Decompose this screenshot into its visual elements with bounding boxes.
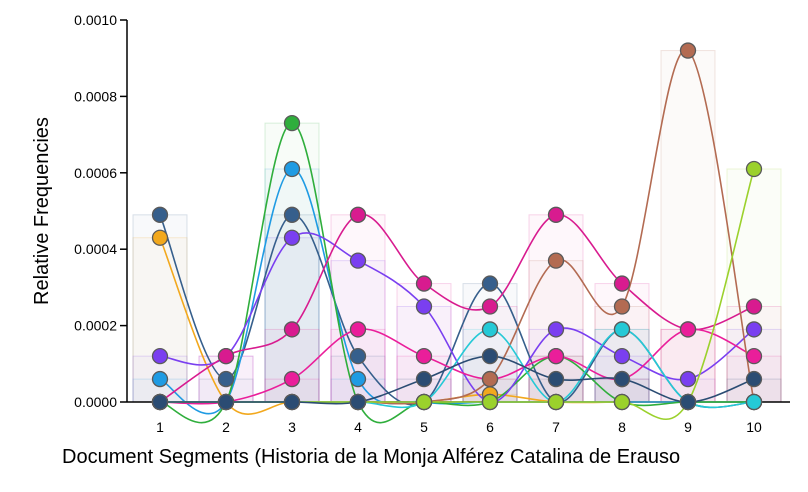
data-point[interactable]	[481, 321, 499, 338]
y-axis-title: Relative Frequencies	[31, 117, 53, 305]
segment-bar	[330, 328, 386, 403]
tick-labels: 0.0000 0.0002 0.0004 0.0006 0.0008 0.0010 1 2 3 4…	[74, 12, 762, 435]
y-tick-label: 0.0000	[74, 394, 117, 410]
data-point[interactable]	[283, 370, 301, 388]
series-line	[159, 232, 755, 403]
y-tick-label: 0.0008	[74, 88, 117, 104]
data-point[interactable]	[745, 160, 763, 178]
series-line	[159, 213, 755, 403]
x-tick-label: 9	[684, 419, 692, 435]
data-point[interactable]	[415, 393, 433, 411]
y-tick-label: 0.0010	[74, 12, 117, 28]
data-point[interactable]	[283, 206, 301, 223]
data-point[interactable]	[217, 393, 235, 411]
data-point[interactable]	[415, 348, 433, 365]
data-point[interactable]	[481, 348, 499, 365]
y-tick-label: 0.0004	[74, 241, 117, 257]
data-point[interactable]	[415, 275, 433, 292]
data-point[interactable]	[151, 370, 169, 388]
data-point[interactable]	[283, 393, 301, 411]
data-point[interactable]	[679, 370, 697, 388]
x-tick-label: 5	[420, 419, 428, 435]
data-point[interactable]	[679, 321, 697, 338]
data-point[interactable]	[745, 393, 763, 411]
data-point[interactable]	[349, 321, 367, 338]
data-point[interactable]	[349, 348, 367, 365]
data-point[interactable]	[613, 393, 631, 411]
data-point[interactable]	[481, 370, 499, 388]
data-point[interactable]	[547, 348, 565, 365]
data-point[interactable]	[679, 42, 697, 59]
data-point[interactable]	[283, 321, 301, 338]
data-point[interactable]	[415, 298, 433, 315]
y-tick-label: 0.0006	[74, 165, 117, 181]
data-point[interactable]	[547, 252, 565, 269]
data-point[interactable]	[217, 370, 235, 388]
data-point[interactable]	[613, 275, 631, 292]
series-line	[159, 328, 755, 405]
data-point[interactable]	[217, 348, 235, 365]
data-point[interactable]	[283, 229, 301, 246]
x-tick-label: 7	[552, 419, 560, 435]
data-point[interactable]	[349, 393, 367, 411]
data-point[interactable]	[613, 321, 631, 338]
data-point[interactable]	[151, 393, 169, 411]
data-point[interactable]	[613, 348, 631, 365]
data-point[interactable]	[283, 160, 301, 178]
data-point[interactable]	[151, 229, 169, 246]
x-tick-label: 8	[618, 419, 626, 435]
data-point[interactable]	[679, 393, 697, 411]
data-point[interactable]	[283, 114, 301, 132]
data-point[interactable]	[745, 298, 763, 315]
y-tick-label: 0.0002	[74, 318, 117, 334]
data-point[interactable]	[613, 370, 631, 388]
data-point[interactable]	[415, 370, 433, 388]
data-point[interactable]	[151, 206, 169, 223]
x-tick-label: 10	[746, 419, 762, 435]
x-tick-label: 4	[354, 419, 362, 435]
data-point[interactable]	[151, 348, 169, 365]
data-point[interactable]	[613, 298, 631, 315]
x-tick-label: 6	[486, 419, 494, 435]
data-point[interactable]	[745, 348, 763, 365]
series-line	[160, 355, 755, 405]
data-point[interactable]	[481, 275, 499, 292]
data-point[interactable]	[481, 393, 499, 411]
data-point[interactable]	[481, 298, 499, 315]
x-axis-title: Document Segments (Historia de la Monja …	[62, 446, 680, 468]
segment-bar	[726, 168, 782, 403]
data-point[interactable]	[745, 370, 763, 388]
data-point[interactable]	[547, 393, 565, 411]
data-point[interactable]	[547, 370, 565, 388]
data-point[interactable]	[547, 321, 565, 338]
series-points	[151, 42, 763, 411]
x-tick-label: 3	[288, 419, 296, 435]
x-tick-label: 2	[222, 419, 230, 435]
x-tick-label: 1	[156, 419, 164, 435]
data-point[interactable]	[547, 206, 565, 223]
data-point[interactable]	[349, 252, 367, 269]
data-point[interactable]	[349, 206, 367, 223]
data-point[interactable]	[745, 321, 763, 338]
data-point[interactable]	[349, 370, 367, 388]
